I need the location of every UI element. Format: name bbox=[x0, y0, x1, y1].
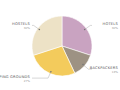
leader-dot bbox=[84, 29, 86, 31]
value-label: 27% bbox=[24, 79, 31, 83]
leader-dot bbox=[50, 71, 52, 73]
slices bbox=[32, 16, 92, 76]
leader-line bbox=[32, 72, 51, 78]
chart: HOTELS30%BACKPACKERS13%CAMPING GROUNDS27… bbox=[0, 0, 120, 90]
value-label: 30% bbox=[112, 26, 119, 30]
value-label: 13% bbox=[112, 70, 119, 74]
pie-slice bbox=[32, 16, 62, 55]
leader-dot bbox=[82, 64, 84, 66]
leader-line bbox=[32, 25, 39, 29]
value-label: 30% bbox=[24, 26, 31, 30]
leader-dot bbox=[39, 29, 41, 31]
leader-line bbox=[85, 25, 92, 29]
labels: HOTELS30%BACKPACKERS13%CAMPING GROUNDS27… bbox=[0, 22, 119, 83]
